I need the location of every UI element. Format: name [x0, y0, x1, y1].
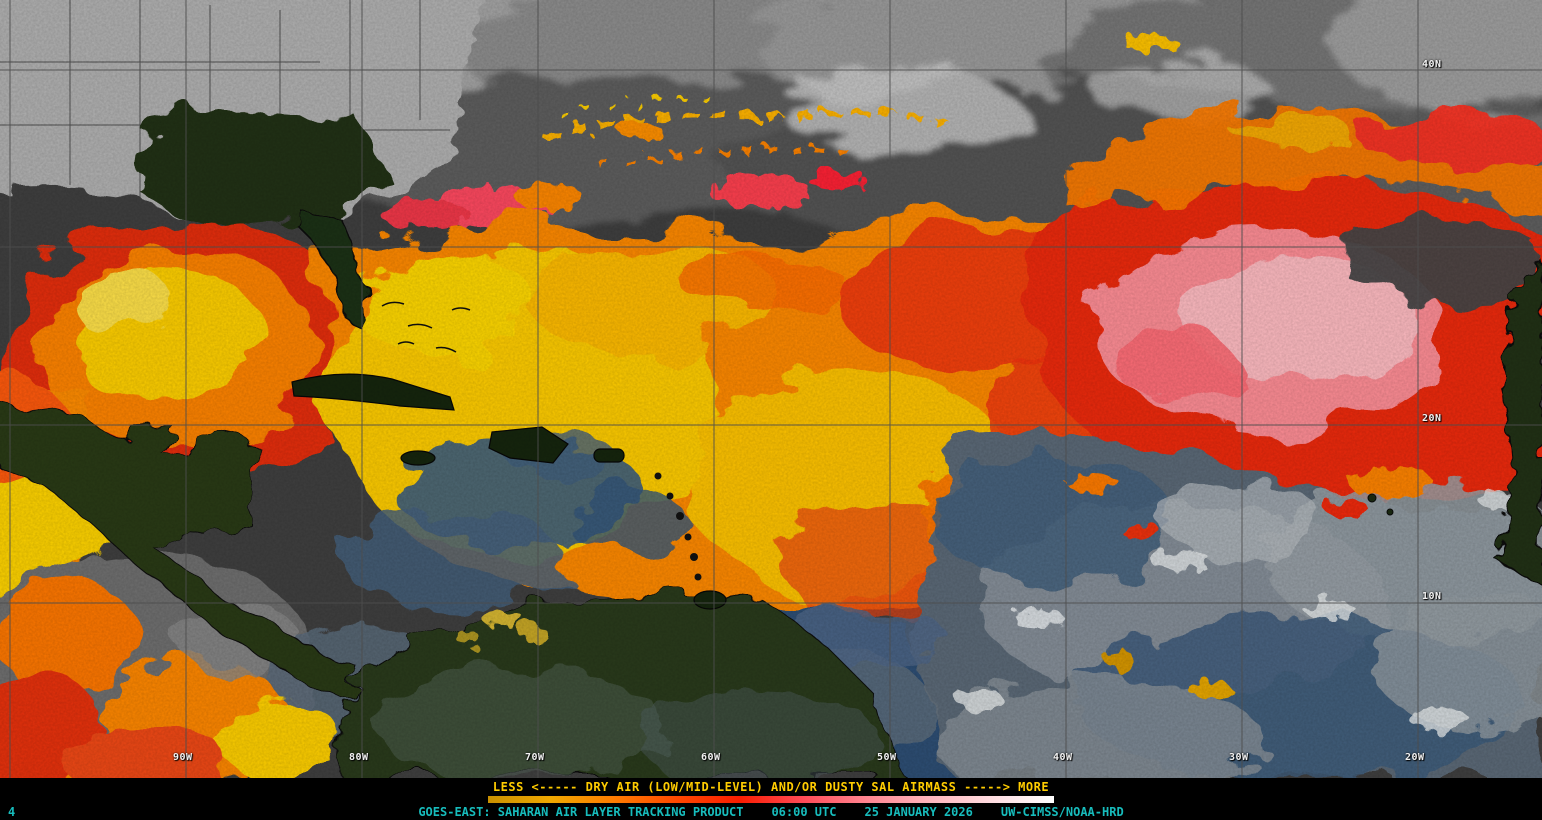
satellite-map: 40N 20N 10N 90W 80W 70W 60W 50W 40W 30W … — [0, 0, 1542, 778]
lon-label-60w: 60W — [701, 752, 721, 763]
lat-label-10n: 10N — [1422, 591, 1442, 602]
lon-label-70w: 70W — [525, 752, 545, 763]
caption-date: 25 JANUARY 2026 — [864, 805, 973, 819]
lat-lon-grid — [0, 0, 1542, 778]
legend-colorbar — [488, 796, 1054, 803]
caption-product-title: GOES-EAST: SAHARAN AIR LAYER TRACKING PR… — [418, 805, 744, 819]
lon-label-30w: 30W — [1229, 752, 1249, 763]
caption-row: 4 GOES-EAST: SAHARAN AIR LAYER TRACKING … — [0, 805, 1542, 819]
lon-label-80w: 80W — [349, 752, 369, 763]
lon-label-90w: 90W — [173, 752, 193, 763]
legend-scale-text: LESS <----- DRY AIR (LOW/MID-LEVEL) AND/… — [492, 780, 1050, 794]
grain-overlay — [0, 0, 1542, 778]
caption-time: 06:00 UTC — [771, 805, 837, 819]
lon-label-50w: 50W — [877, 752, 897, 763]
lon-label-20w: 20W — [1405, 752, 1425, 763]
lat-label-40n: 40N — [1422, 59, 1442, 70]
lat-label-20n: 20N — [1422, 413, 1442, 424]
satellite-imagery — [0, 0, 1542, 778]
legend-bar: LESS <----- DRY AIR (LOW/MID-LEVEL) AND/… — [0, 778, 1542, 820]
lon-label-40w: 40W — [1053, 752, 1073, 763]
frame-number: 4 — [8, 805, 16, 819]
caption-credit: UW-CIMSS/NOAA-HRD — [1000, 805, 1124, 819]
